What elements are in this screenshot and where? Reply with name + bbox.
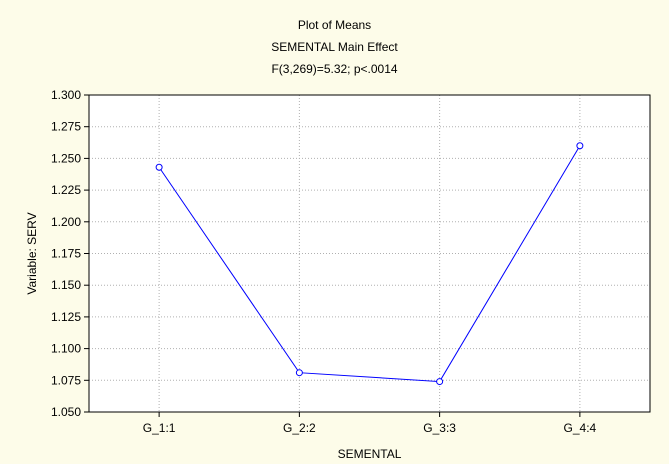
data-point	[576, 142, 584, 150]
chart-title: Plot of Means	[297, 18, 372, 32]
x-tick-label: G_2:2	[283, 421, 316, 435]
data-point	[295, 369, 303, 377]
x-tick-label: G_3:3	[423, 421, 456, 435]
series-layer	[155, 142, 584, 386]
grid-layer	[89, 95, 650, 412]
y-tick-label: 1.125	[51, 310, 81, 324]
x-axis-title: SEMENTAL	[338, 447, 402, 461]
chart-subtitle: SEMENTAL Main Effect	[271, 40, 398, 54]
x-tick-label: G_1:1	[143, 421, 176, 435]
x-tick-label: G_4:4	[564, 421, 597, 435]
y-tick-label: 1.150	[51, 278, 81, 292]
y-tick-label: 1.275	[51, 120, 81, 134]
y-axis: 1.050 1.075 1.100 1.125 1.150 1.175 1.200 1.225…	[51, 88, 89, 419]
y-tick-label: 1.100	[51, 342, 81, 356]
x-axis: G_1:1 G_2:2 G_3:3 G_4:4	[143, 412, 597, 435]
y-tick-label: 1.075	[51, 373, 81, 387]
y-tick-label: 1.050	[51, 405, 81, 419]
chart-statistic: F(3,269)=5.32; p<.0014	[271, 62, 398, 76]
y-tick-label: 1.250	[51, 151, 81, 165]
data-point	[436, 378, 444, 386]
y-tick-label: 1.200	[51, 215, 81, 229]
y-tick-label: 1.225	[51, 183, 81, 197]
series-line	[158, 145, 581, 383]
data-point	[155, 163, 163, 171]
y-tick-label: 1.175	[51, 247, 81, 261]
y-axis-title: Variable: SERV	[25, 212, 39, 294]
y-tick-label: 1.300	[51, 88, 81, 102]
